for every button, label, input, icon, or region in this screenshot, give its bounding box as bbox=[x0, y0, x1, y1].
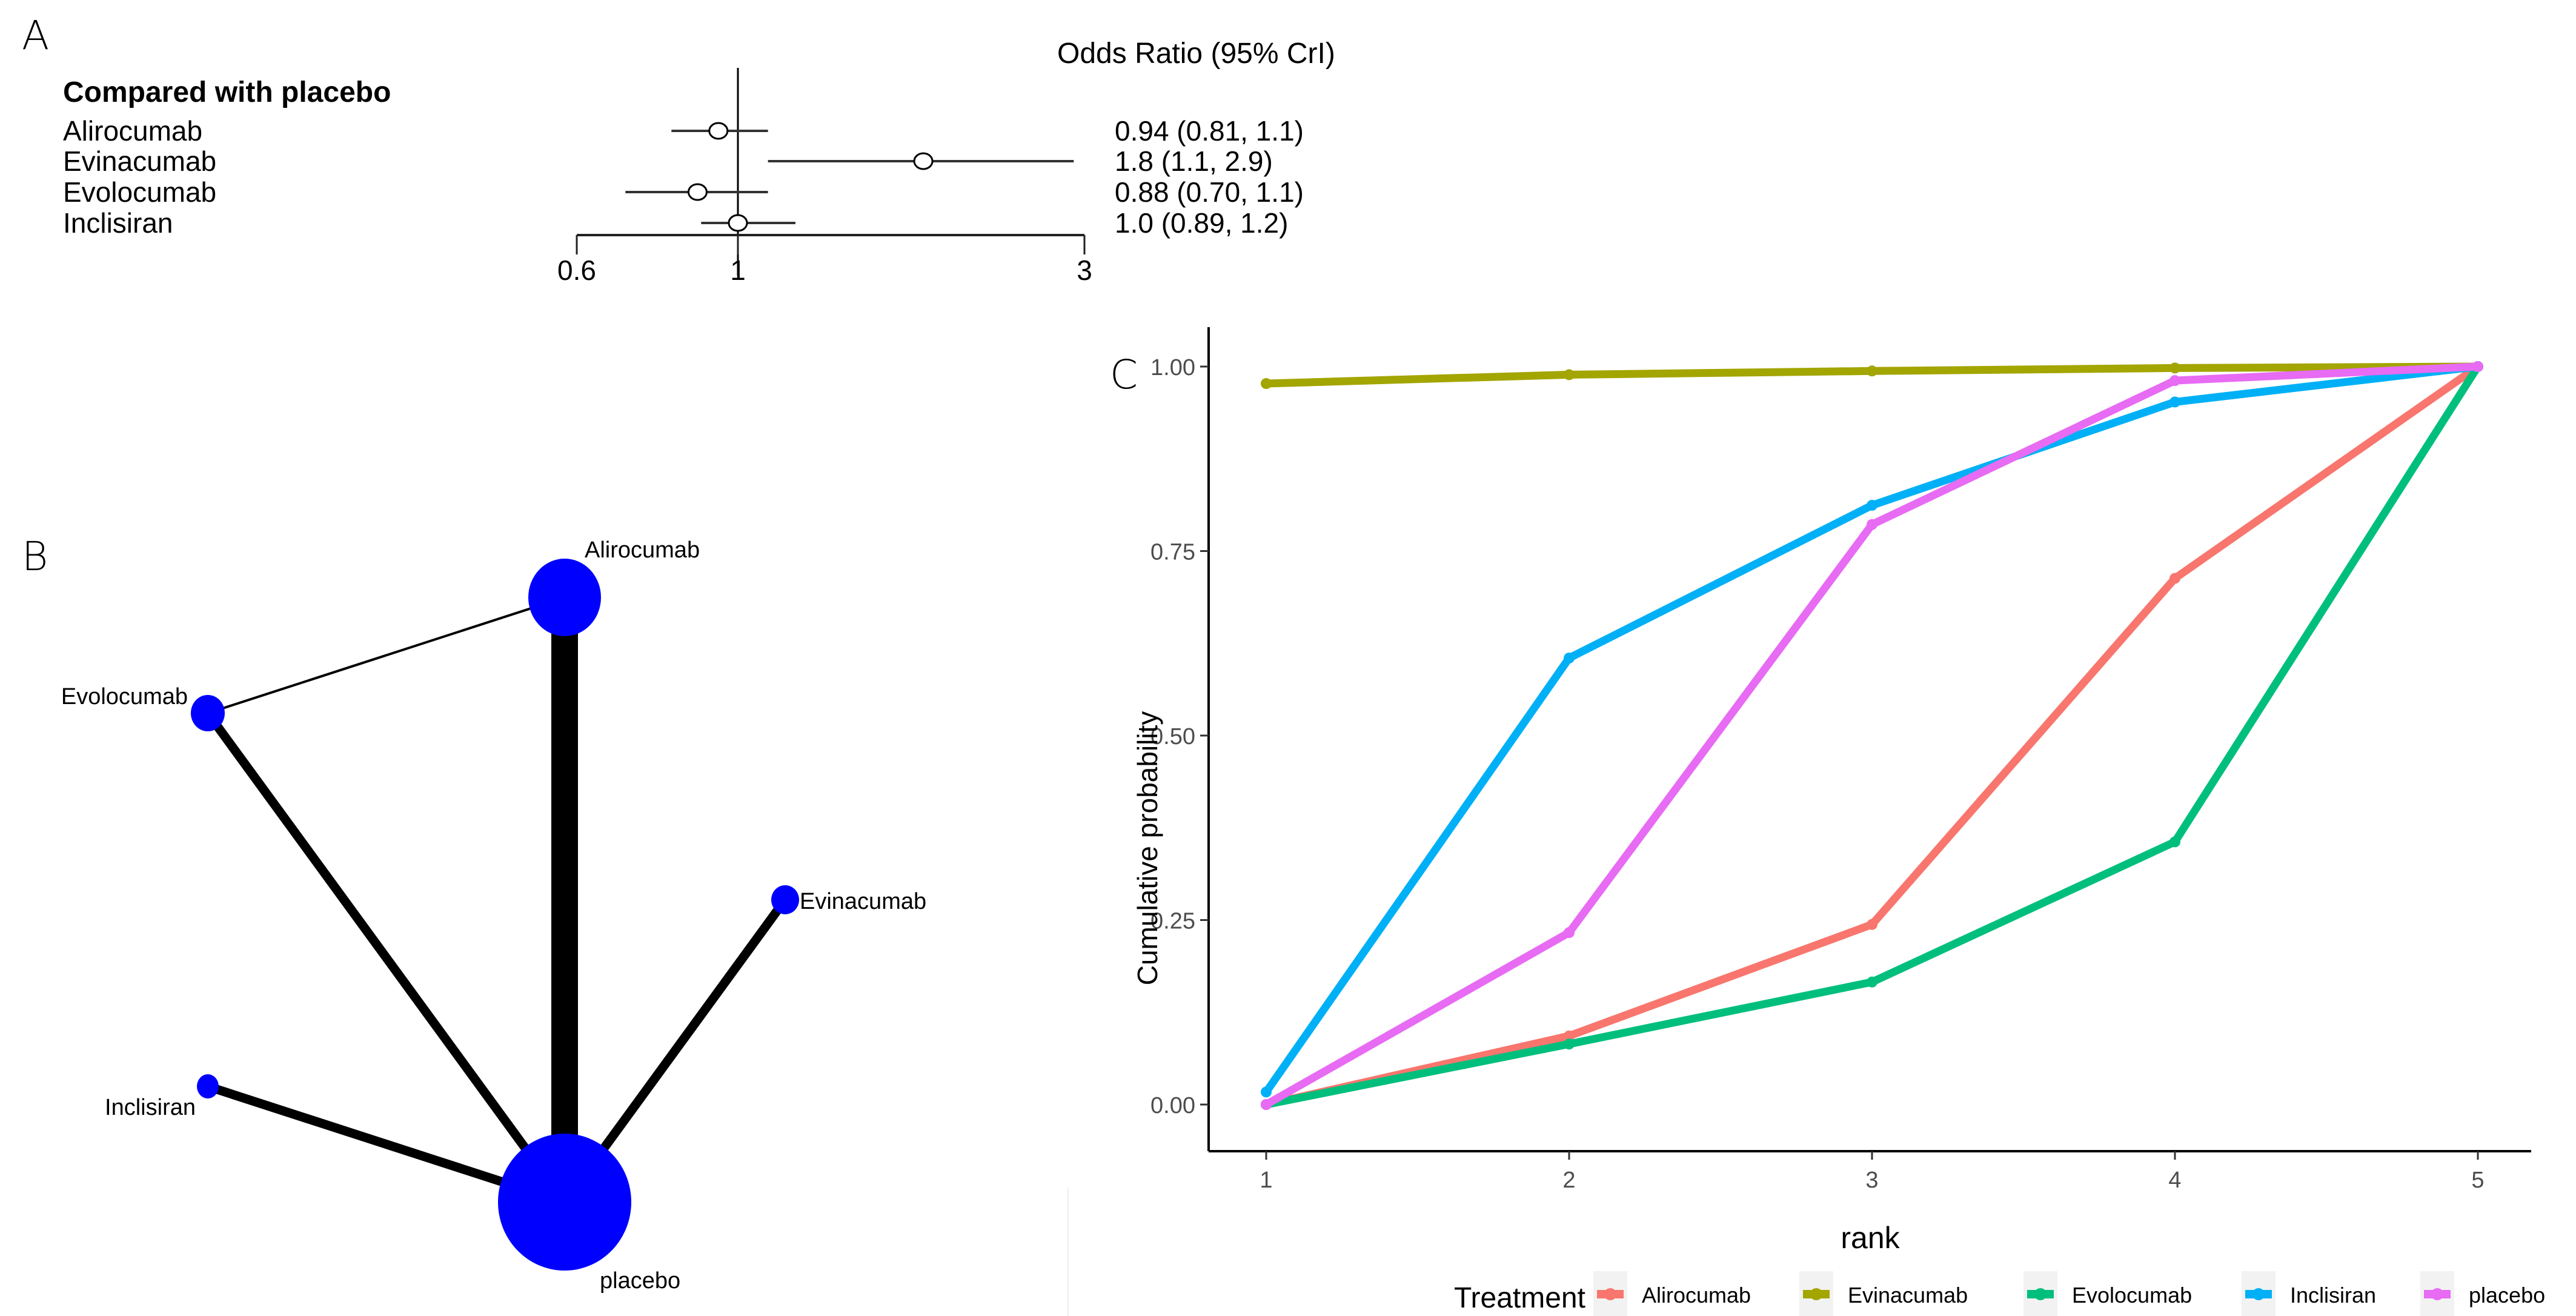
y-tick-label: 0.00 bbox=[1150, 1093, 1195, 1118]
legend-label: Inclisiran bbox=[2290, 1283, 2376, 1308]
network-node-placebo bbox=[498, 1134, 631, 1271]
legend-item-placebo: placebo bbox=[2420, 1271, 2545, 1316]
x-tick-label: 1 bbox=[1260, 1168, 1272, 1193]
series-evolocumab bbox=[1261, 361, 2483, 1110]
forest-row-name: Alirocumab bbox=[63, 115, 202, 147]
data-point-placebo-rank5 bbox=[2472, 361, 2483, 372]
data-point-evolocumab-rank2 bbox=[1564, 1039, 1575, 1050]
point-estimate bbox=[728, 214, 748, 232]
y-tick-label: 0.50 bbox=[1150, 724, 1195, 749]
network-node-evinacumab bbox=[771, 885, 799, 914]
network-plot: Alirocumab Evolocumab Evinacumab Inclisiran… bbox=[61, 537, 926, 1294]
or-label: 1.8 (1.1, 2.9) bbox=[1115, 145, 1273, 177]
legend-key-point bbox=[1810, 1288, 1822, 1300]
forest-row-name: Inclisiran bbox=[63, 207, 173, 239]
panel-label-b: B bbox=[22, 533, 48, 580]
network-node-label: placebo bbox=[600, 1268, 680, 1294]
network-node-evolocumab bbox=[191, 695, 225, 731]
panel-label-c: C bbox=[1110, 351, 1138, 398]
data-point-evolocumab-rank3 bbox=[1867, 976, 1877, 988]
legend-key-point bbox=[2431, 1288, 2443, 1300]
forest-tick-label: 0.6 bbox=[557, 254, 596, 286]
x-tick-label: 5 bbox=[2471, 1168, 2484, 1193]
y-axis-label: Cumulative probability bbox=[1132, 711, 1163, 986]
series-line-placebo bbox=[1264, 362, 2478, 1108]
panel-label-a: A bbox=[22, 12, 50, 59]
y-tick-label: 0.25 bbox=[1150, 909, 1195, 934]
forest-row: Evinacumab 1.8 (1.1, 2.9) bbox=[63, 145, 1273, 177]
forest-tick-label: 3 bbox=[1077, 254, 1092, 286]
legend-label: Evolocumab bbox=[2072, 1283, 2192, 1308]
data-point-placebo-rank1 bbox=[1261, 1099, 1272, 1110]
network-node-label: Evolocumab bbox=[61, 684, 188, 710]
data-point-alirocumab-rank2 bbox=[1564, 1030, 1575, 1042]
network-node-label: Evinacumab bbox=[800, 889, 926, 914]
forest-row-name: Evolocumab bbox=[63, 176, 216, 208]
data-point-placebo-rank3 bbox=[1867, 519, 1877, 530]
data-point-evinacumab-rank1 bbox=[1261, 378, 1272, 390]
panel-divider bbox=[1067, 1188, 1069, 1316]
network-node-alirocumab bbox=[528, 559, 601, 636]
y-tick-label: 0.75 bbox=[1150, 540, 1195, 565]
forest-row-name: Evinacumab bbox=[63, 145, 216, 177]
point-estimate bbox=[708, 122, 729, 140]
legend-item-evinacumab: Evinacumab bbox=[1799, 1271, 1968, 1316]
legend-key-point bbox=[1604, 1288, 1616, 1300]
legend-item-alirocumab: Alirocumab bbox=[1593, 1271, 1751, 1316]
network-node-inclisiran bbox=[197, 1074, 219, 1098]
data-point-inclisiran-rank4 bbox=[2169, 396, 2180, 408]
forest-tick-label: 1 bbox=[730, 254, 746, 286]
forest-header-left: Compared with placebo bbox=[63, 76, 391, 108]
forest-row: Inclisiran 1.0 (0.89, 1.2) bbox=[63, 207, 1288, 239]
point-estimate bbox=[913, 152, 934, 170]
network-node-label: Alirocumab bbox=[585, 537, 700, 563]
data-point-placebo-rank2 bbox=[1564, 927, 1575, 939]
or-label: 0.94 (0.81, 1.1) bbox=[1115, 115, 1304, 147]
rank-chart: 0.00 0.25 0.50 0.75 1.00 1 2 3 4 5 rank Cumulativ… bbox=[1132, 327, 2545, 1316]
data-point-evolocumab-rank4 bbox=[2169, 836, 2180, 848]
legend: Treatment Alirocumab Evinacumab Evolocumab… bbox=[1454, 1271, 2545, 1316]
legend-key-point bbox=[2034, 1288, 2047, 1300]
data-point-inclisiran-rank2 bbox=[1564, 653, 1575, 664]
series-alirocumab bbox=[1261, 361, 2483, 1110]
network-edge-alirocumab-evolocumab bbox=[207, 596, 565, 714]
legend-key-point bbox=[2252, 1288, 2265, 1300]
network-node-label: Inclisiran bbox=[105, 1095, 196, 1120]
series-line-evolocumab bbox=[1265, 364, 2481, 1109]
data-point-alirocumab-rank3 bbox=[1867, 919, 1877, 930]
data-point-evinacumab-rank4 bbox=[2169, 362, 2180, 374]
x-axis-label: rank bbox=[1841, 1221, 1900, 1255]
series-line-alirocumab bbox=[1265, 363, 2480, 1109]
forest-row: Evolocumab 0.88 (0.70, 1.1) bbox=[63, 176, 1304, 208]
x-tick-label: 3 bbox=[1865, 1168, 1878, 1193]
data-point-inclisiran-rank3 bbox=[1867, 499, 1877, 511]
network-edge-evolocumab-placebo bbox=[204, 710, 569, 1205]
forest-plot: Compared with placebo Odds Ratio (95% Cr… bbox=[63, 38, 1335, 286]
or-label: 0.88 (0.70, 1.1) bbox=[1115, 176, 1304, 208]
x-tick-label: 4 bbox=[2168, 1168, 2181, 1193]
legend-label: Evinacumab bbox=[1848, 1283, 1968, 1308]
legend-label: Alirocumab bbox=[1642, 1283, 1751, 1308]
series-placebo bbox=[1261, 361, 2483, 1110]
point-estimate bbox=[687, 183, 708, 201]
x-tick-label: 2 bbox=[1562, 1168, 1575, 1193]
data-point-alirocumab-rank4 bbox=[2169, 573, 2180, 584]
forest-row: Alirocumab 0.94 (0.81, 1.1) bbox=[63, 115, 1304, 147]
data-point-inclisiran-rank1 bbox=[1261, 1086, 1272, 1098]
legend-item-evolocumab: Evolocumab bbox=[2023, 1271, 2192, 1316]
legend-title: Treatment bbox=[1454, 1282, 1585, 1314]
legend-label: placebo bbox=[2469, 1283, 2545, 1308]
data-point-placebo-rank4 bbox=[2169, 375, 2180, 387]
y-tick-label: 1.00 bbox=[1150, 355, 1195, 381]
forest-header-right: Odds Ratio (95% CrI) bbox=[1057, 38, 1335, 70]
data-point-evinacumab-rank3 bbox=[1867, 365, 1877, 377]
or-label: 1.0 (0.89, 1.2) bbox=[1115, 207, 1288, 239]
legend-item-inclisiran: Inclisiran bbox=[2242, 1271, 2376, 1316]
data-point-evinacumab-rank2 bbox=[1564, 369, 1575, 381]
